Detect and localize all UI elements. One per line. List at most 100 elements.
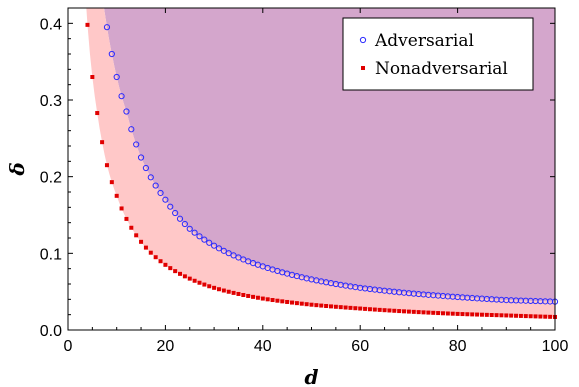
nonadversarial-point [260,296,265,301]
nonadversarial-point [139,239,144,244]
nonadversarial-point [382,308,387,313]
nonadversarial-point [143,245,148,250]
nonadversarial-point [309,302,314,307]
legend: Adversarial Nonadversarial [342,17,534,91]
adversarial-point [162,196,169,203]
nonadversarial-point [343,305,348,310]
adversarial-point [108,50,115,58]
nonadversarial-point [173,269,178,274]
nonadversarial-point [358,306,363,311]
nonadversarial-point [251,294,256,299]
nonadversarial-point [299,301,304,306]
nonadversarial-point [85,22,90,27]
adversarial-point [137,154,145,161]
adversarial-point [225,250,232,257]
nonadversarial-point [411,309,416,314]
nonadversarial-point [397,309,402,314]
nonadversarial-point [319,303,324,308]
nonadversarial-point [90,75,95,79]
nonadversarial-point [367,307,372,312]
nonadversarial-point [543,314,548,319]
nonadversarial-point [479,312,484,317]
nonadversarial-point [416,310,421,315]
nonadversarial-point [192,278,197,283]
nonadversarial-point [333,304,338,309]
nonadversarial-point [265,297,270,302]
nonadversarial-point [445,311,450,316]
nonadversarial-point [226,289,231,294]
adversarial-point [142,164,150,172]
nonadversarial-point [202,282,207,287]
adversarial-point [201,236,208,243]
adversarial-point [191,229,198,236]
adversarial-point [123,108,130,115]
nonadversarial-point [372,307,377,312]
nonadversarial-point [114,193,119,198]
nonadversarial-point [280,299,285,304]
nonadversarial-point [548,314,553,319]
nonadversarial-point [246,293,251,298]
legend-label: Adversarial [374,31,474,51]
nonadversarial-point [484,312,489,317]
nonadversarial-point [494,313,499,318]
nonadversarial-point [212,285,217,290]
nonadversarial-point [377,307,382,312]
adversarial-point [147,174,154,181]
adversarial-point [152,182,159,189]
x-tick-label: 0 [64,338,73,355]
nonadversarial-point [270,298,275,303]
nonadversarial-point [275,298,280,303]
nonadversarial-point [353,306,358,311]
adversarial-point [211,242,218,249]
x-axis-label: d [305,365,319,387]
nonadversarial-point [221,288,226,293]
nonadversarial-point [475,312,480,317]
y-tick-label: 0.1 [40,246,62,263]
nonadversarial-point [509,313,514,318]
nonadversarial-point [402,309,407,314]
x-tick-label: 80 [449,338,467,355]
nonadversarial-point [285,299,290,304]
legend-box [342,17,534,91]
nonadversarial-point [426,310,431,315]
y-tick-label: 0.2 [40,170,62,187]
nonadversarial-point [129,225,134,230]
x-tick-label: 20 [157,338,175,355]
nonadversarial-point [338,305,343,310]
adversarial-point [220,247,227,254]
nonadversarial-point [95,111,100,116]
nonadversarial-point [406,309,411,314]
nonadversarial-point [163,262,168,267]
adversarial-point [157,189,164,197]
legend-label: Nonadversarial [375,59,508,79]
nonadversarial-point [290,300,295,305]
nonadversarial-point [489,313,494,318]
nonadversarial-point [216,287,221,292]
nonadversarial-point [100,140,105,145]
nonadversarial-point [109,180,114,185]
nonadversarial-point [168,266,173,271]
nonadversarial-point [255,295,260,300]
x-tick-label: 40 [254,338,272,355]
nonadversarial-point [450,311,455,316]
nonadversarial-point [124,216,129,221]
adversarial-point [113,73,120,81]
y-tick-label: 0.3 [40,93,62,110]
nonadversarial-point [119,206,124,211]
nonadversarial-point [518,313,523,318]
nonadversarial-point [182,274,187,279]
adversarial-point [167,203,174,210]
y-axis-label: δ [5,162,29,176]
nonadversarial-point [387,308,392,313]
nonadversarial-point [241,292,246,297]
nonadversarial-point [465,312,470,317]
nonadversarial-point [324,303,329,308]
nonadversarial-point [148,250,153,255]
adversarial-point [128,126,135,133]
nonadversarial-point [304,302,309,307]
nonadversarial-point [328,304,333,309]
adversarial-point [206,239,213,246]
adversarial-point [196,233,203,240]
adversarial-point [181,220,188,228]
x-axis-ticks: 0 20 40 60 80 100 [64,8,568,355]
